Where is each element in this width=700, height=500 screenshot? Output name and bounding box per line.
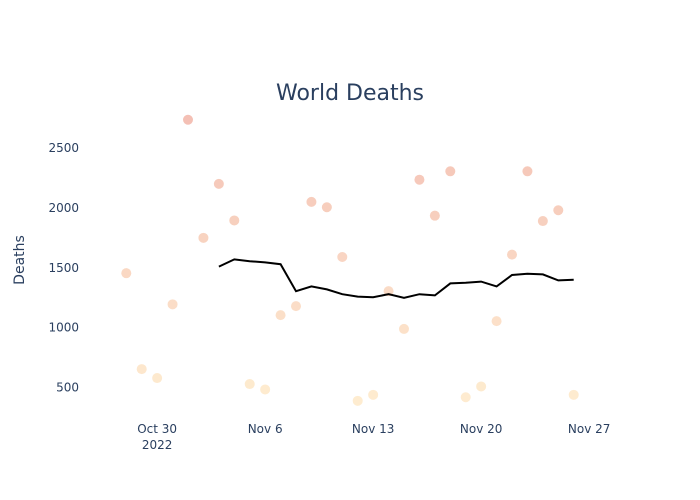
trend-line-layer bbox=[218, 258, 574, 299]
scatter-point bbox=[183, 114, 193, 125]
scatter-point bbox=[152, 373, 163, 384]
scatter-point bbox=[399, 323, 409, 334]
x-tick-label: Nov 27 bbox=[568, 422, 611, 436]
scatter-point bbox=[121, 268, 132, 279]
x-tick-label: Nov 13 bbox=[352, 422, 395, 436]
scatter-point bbox=[136, 364, 147, 375]
scatter-points bbox=[121, 114, 579, 406]
scatter-point bbox=[291, 301, 301, 312]
scatter-point bbox=[568, 389, 579, 400]
scatter-point bbox=[445, 166, 456, 177]
scatter-point bbox=[491, 316, 502, 327]
scatter-point bbox=[460, 392, 471, 403]
scatter-point bbox=[260, 384, 271, 395]
y-tick-label: 1500 bbox=[48, 261, 79, 275]
y-tick-label: 2500 bbox=[48, 141, 79, 155]
scatter-point bbox=[522, 166, 533, 177]
x-tick-label: Nov 20 bbox=[460, 422, 503, 436]
scatter-point bbox=[429, 210, 440, 221]
scatter-point bbox=[476, 381, 487, 392]
scatter-point bbox=[213, 178, 224, 189]
scatter-point bbox=[244, 379, 255, 390]
scatter-point bbox=[198, 232, 209, 243]
y-tick-label: 1000 bbox=[48, 321, 79, 335]
scatter-point bbox=[507, 249, 517, 260]
x-tick-label: Oct 30 bbox=[137, 422, 177, 436]
y-tick-label: 2000 bbox=[48, 201, 79, 215]
scatter-point bbox=[414, 174, 425, 185]
scatter-point bbox=[321, 202, 332, 213]
scatter-point bbox=[352, 395, 363, 406]
scatter-point bbox=[337, 252, 348, 263]
trend-line bbox=[218, 258, 574, 299]
x-tick-sublabel: 2022 bbox=[142, 438, 173, 452]
y-axis-title: Deaths bbox=[12, 235, 28, 285]
y-axis-ticks: 500 1000 1500 2000 2500 bbox=[48, 141, 79, 395]
x-tick-label: Nov 6 bbox=[248, 422, 283, 436]
scatter-point bbox=[229, 215, 240, 226]
scatter-point bbox=[275, 310, 286, 321]
scatter-point bbox=[553, 205, 564, 216]
scatter-point bbox=[306, 196, 317, 207]
scatter-point bbox=[368, 389, 379, 400]
y-tick-label: 500 bbox=[56, 381, 79, 395]
scatter-point bbox=[537, 216, 548, 227]
x-axis-ticks: Oct 30 2022 Nov 6 Nov 13 Nov 20 Nov 27 bbox=[137, 422, 610, 452]
scatter-point bbox=[167, 299, 178, 310]
scatter-point bbox=[383, 286, 394, 297]
chart-title: World Deaths bbox=[276, 81, 424, 106]
